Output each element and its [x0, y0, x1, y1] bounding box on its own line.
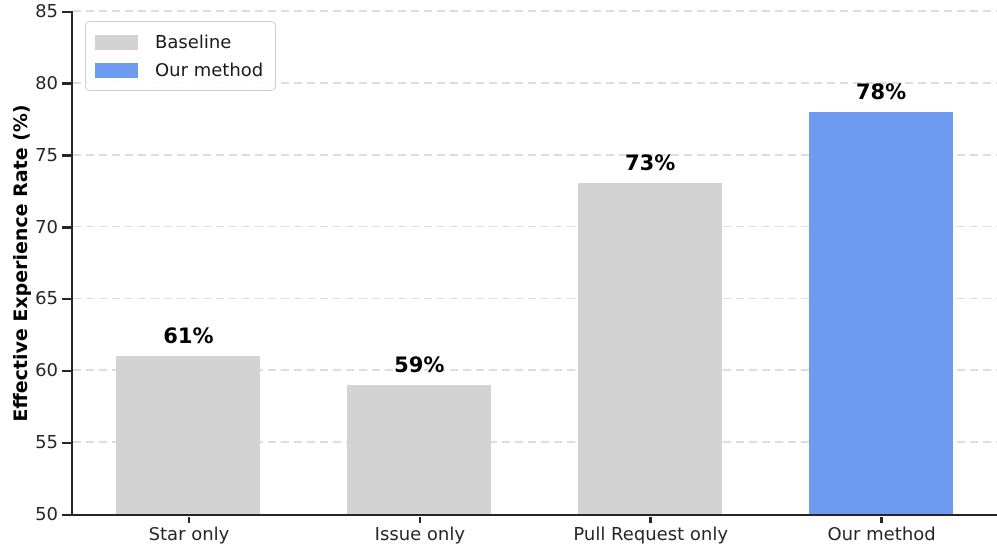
y-tick-75 [62, 154, 71, 157]
plot-area: 61% 59% 73% 78% Baseline Our method [71, 10, 997, 516]
x-tick-label-star-only: Star only [148, 524, 230, 545]
gridline-y65 [73, 297, 997, 300]
bar-star-only [116, 355, 261, 514]
bar-pull-request-only [578, 183, 723, 514]
y-tick-label-65: 65 [35, 288, 58, 310]
bar-value-label-2: 73% [625, 151, 676, 176]
legend-label-baseline: Baseline [155, 31, 232, 53]
y-tick-65 [62, 298, 71, 301]
legend-row-baseline: Baseline [95, 28, 263, 56]
y-tick-60 [62, 369, 71, 373]
x-tick-label-pull-request-only: Pull Request only [573, 524, 728, 545]
y-tick-80 [62, 82, 71, 85]
x-tick-0 [187, 516, 191, 523]
x-tick-label-issue-only: Issue only [374, 524, 465, 545]
bar-value-label-3: 78% [855, 79, 907, 104]
y-tick-55 [62, 441, 71, 445]
bar-value-label-0: 61% [163, 323, 214, 348]
gridline-y75 [73, 153, 997, 156]
y-tick-label-55: 55 [35, 432, 58, 454]
x-tick-2 [649, 516, 652, 523]
gridline-y85 [73, 10, 997, 12]
gridline-y70 [73, 225, 997, 228]
gridline-y80 [73, 82, 997, 84]
gridline-y60 [73, 369, 997, 372]
y-tick-70 [62, 226, 71, 229]
legend-swatch-our-method [95, 62, 138, 78]
legend-row-our-method: Our method [95, 56, 263, 84]
bar-value-label-1: 59% [394, 352, 445, 377]
legend: Baseline Our method [85, 21, 277, 91]
legend-label-our-method: Our method [155, 59, 264, 81]
x-tick-3 [880, 516, 883, 523]
bar-issue-only [347, 384, 492, 514]
y-tick-label-85: 85 [35, 1, 58, 22]
y-tick-label-50: 50 [35, 504, 58, 525]
y-tick-50 [62, 513, 71, 516]
y-tick-85 [62, 10, 71, 13]
y-tick-label-75: 75 [35, 144, 58, 166]
y-tick-label-60: 60 [35, 360, 58, 382]
y-tick-label-70: 70 [35, 216, 58, 238]
x-tick-label-our-method: Our method [827, 524, 936, 545]
x-tick-1 [418, 516, 421, 523]
legend-swatch-baseline [95, 34, 138, 50]
gridline-y55 [73, 441, 997, 443]
y-tick-label-80: 80 [35, 72, 58, 94]
bar-our-method [809, 111, 954, 514]
